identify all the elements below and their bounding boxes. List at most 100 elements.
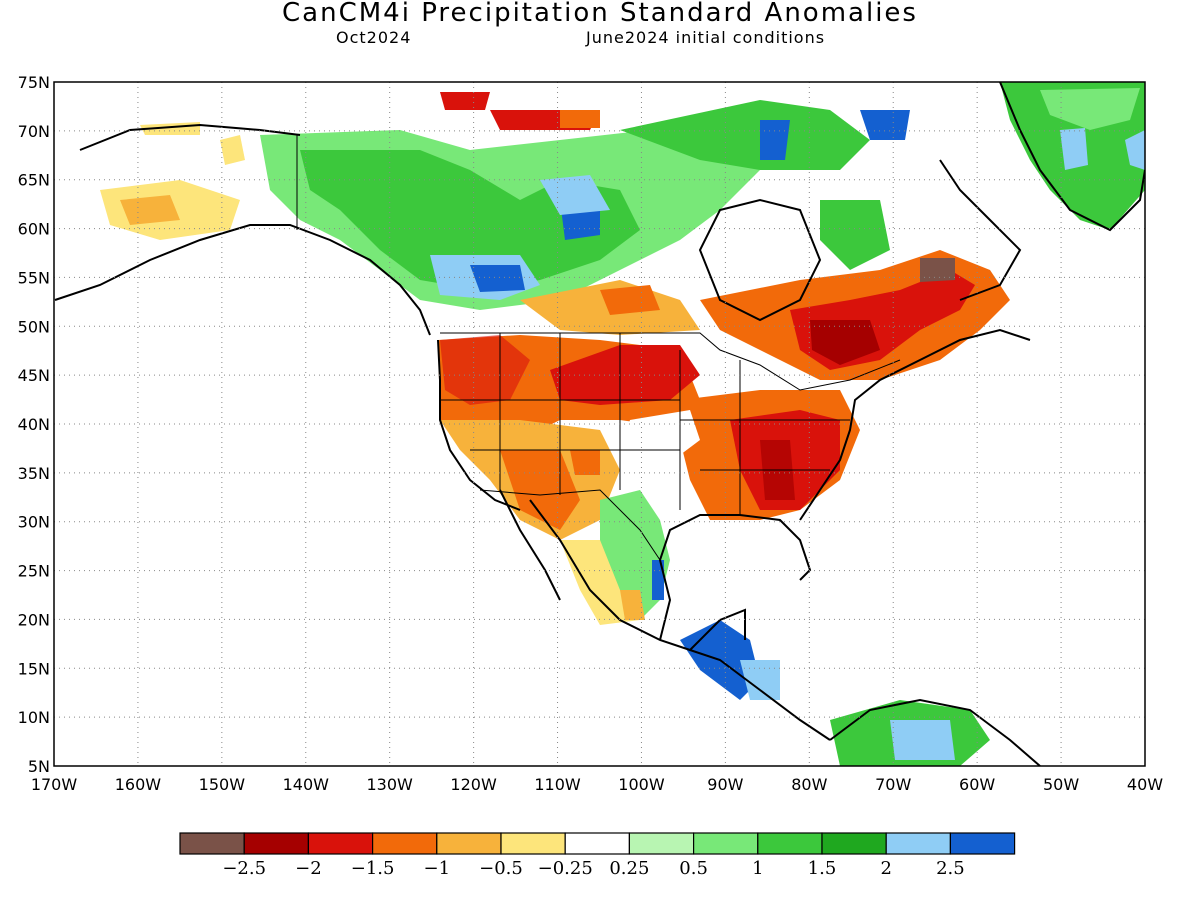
colorbar-swatch bbox=[307, 832, 374, 855]
canada-green-n bbox=[620, 100, 870, 170]
plot-frame bbox=[53, 81, 1146, 767]
us-northwest-orange bbox=[440, 335, 530, 405]
lon-tick-label: 130W bbox=[367, 775, 414, 794]
lon-tick-label: 110W bbox=[534, 775, 581, 794]
lon-tick-label: 90W bbox=[707, 775, 743, 794]
colorbar-label: −2.5 bbox=[222, 858, 266, 879]
lat-tick-label: 40N bbox=[18, 415, 50, 434]
canada-green-e bbox=[820, 200, 890, 270]
canada-blue-dark bbox=[470, 265, 525, 292]
lat-tick-label: 35N bbox=[18, 464, 50, 483]
east-canada-darkred bbox=[810, 320, 880, 365]
colorbar-label: 1.5 bbox=[808, 858, 837, 879]
colorbar-label: 0.25 bbox=[609, 858, 649, 879]
colorbar-swatch bbox=[949, 832, 1016, 855]
colorbar-swatch bbox=[243, 832, 309, 855]
coast-yucatan bbox=[689, 608, 746, 651]
colorbar-label: 0.5 bbox=[679, 858, 708, 879]
alaska-orange2 bbox=[120, 195, 180, 225]
canada-us-border bbox=[440, 332, 901, 391]
colorbar-swatch bbox=[692, 832, 759, 855]
coast-gulf bbox=[658, 514, 812, 641]
colorbar-swatch bbox=[821, 832, 887, 855]
central-america-light bbox=[740, 660, 780, 700]
lat-tick-label: 70N bbox=[18, 122, 50, 141]
colorbar-label: 2.5 bbox=[936, 858, 965, 879]
canada-orange-n bbox=[560, 110, 600, 128]
labrador-brown bbox=[920, 258, 955, 282]
lat-tick-label: 75N bbox=[18, 73, 50, 92]
coast-west-us bbox=[437, 339, 521, 511]
gridlines bbox=[54, 82, 1145, 766]
coast-alaska bbox=[54, 224, 431, 336]
coast-labrador bbox=[939, 159, 1022, 301]
coast-alaska-north bbox=[79, 123, 301, 151]
coast-mexico bbox=[529, 499, 831, 741]
lon-tick-label: 50W bbox=[1043, 775, 1079, 794]
anomaly-fields bbox=[100, 82, 1145, 766]
axis-labels: 75N 70N 65N 60N 55N 50N 45N 40N 35N 30N 25N 20N 15N 1… bbox=[18, 73, 1164, 794]
greenland-light bbox=[1040, 88, 1140, 130]
lat-tick-label: 50N bbox=[18, 317, 50, 336]
lat-tick-label: 60N bbox=[18, 220, 50, 239]
lon-tick-label: 80W bbox=[791, 775, 827, 794]
mexico-yellow bbox=[560, 540, 640, 625]
coast-baja bbox=[499, 489, 561, 601]
greenland-cyan bbox=[1125, 130, 1145, 170]
lon-tick-label: 40W bbox=[1127, 775, 1163, 794]
colorbar-swatch bbox=[564, 832, 631, 855]
coast-hudson bbox=[698, 198, 822, 322]
prairie-orange2 bbox=[600, 285, 660, 315]
colorbar-swatch bbox=[372, 832, 438, 855]
colorbar-label: 2 bbox=[880, 858, 891, 879]
lon-tick-label: 160W bbox=[115, 775, 162, 794]
lon-tick-label: 120W bbox=[450, 775, 497, 794]
colorbar: −2.5 −2 −1.5 −1 −0.5 −0.25 0.25 0.5 1 1.5 2 2.5 bbox=[179, 832, 1016, 879]
lat-tick-label: 20N bbox=[18, 610, 50, 629]
lat-tick-label: 10N bbox=[18, 708, 50, 727]
colorbar-swatch bbox=[628, 832, 695, 855]
coast-greenland bbox=[999, 82, 1145, 232]
lon-tick-label: 170W bbox=[31, 775, 78, 794]
colorbar-label: 1 bbox=[752, 858, 763, 879]
colorbar-swatch bbox=[500, 832, 566, 855]
colorbar-swatch bbox=[757, 832, 823, 855]
us-west-orange2 bbox=[570, 450, 600, 475]
colorbar-label: −0.5 bbox=[479, 858, 523, 879]
colorbar-swatch bbox=[436, 832, 502, 855]
colorbar-label: −0.25 bbox=[538, 858, 593, 879]
init-conditions-label: June2024 initial conditions bbox=[586, 28, 826, 47]
lat-tick-label: 25N bbox=[18, 562, 50, 581]
coast-south-america bbox=[829, 698, 1041, 766]
canada-light-blue bbox=[540, 175, 610, 215]
us-mexico-border bbox=[479, 489, 661, 561]
lon-tick-label: 140W bbox=[283, 775, 330, 794]
lat-tick-label: 30N bbox=[18, 513, 50, 532]
canada-blue-n2 bbox=[760, 120, 790, 160]
lat-tick-label: 5N bbox=[28, 757, 50, 776]
colorbar-label: −1.5 bbox=[351, 858, 395, 879]
colorbar-label: −2 bbox=[295, 858, 322, 879]
greenland-blue bbox=[1060, 128, 1088, 170]
coast-east-us bbox=[799, 328, 1031, 521]
lon-tick-label: 70W bbox=[875, 775, 911, 794]
lat-tick-label: 65N bbox=[18, 171, 50, 190]
canada-blue-n bbox=[860, 110, 910, 140]
map-title: CanCM4i Precipitation Standard Anomalies bbox=[282, 0, 918, 28]
lon-tick-label: 150W bbox=[199, 775, 246, 794]
lon-tick-label: 60W bbox=[959, 775, 995, 794]
lat-tick-label: 55N bbox=[18, 268, 50, 287]
alaska-patch bbox=[220, 135, 245, 165]
mexico-orange bbox=[620, 590, 645, 620]
lon-tick-label: 100W bbox=[618, 775, 665, 794]
colorbar-label: −1 bbox=[424, 858, 451, 879]
colorbar-swatch bbox=[179, 832, 245, 855]
gulf-blue bbox=[652, 560, 664, 600]
lat-tick-label: 15N bbox=[18, 659, 50, 678]
state-lines bbox=[440, 333, 850, 515]
colorbar-swatch bbox=[885, 832, 952, 855]
political-boundaries bbox=[296, 135, 901, 561]
canada-red-n bbox=[440, 92, 490, 110]
target-month-label: Oct2024 bbox=[336, 28, 412, 47]
